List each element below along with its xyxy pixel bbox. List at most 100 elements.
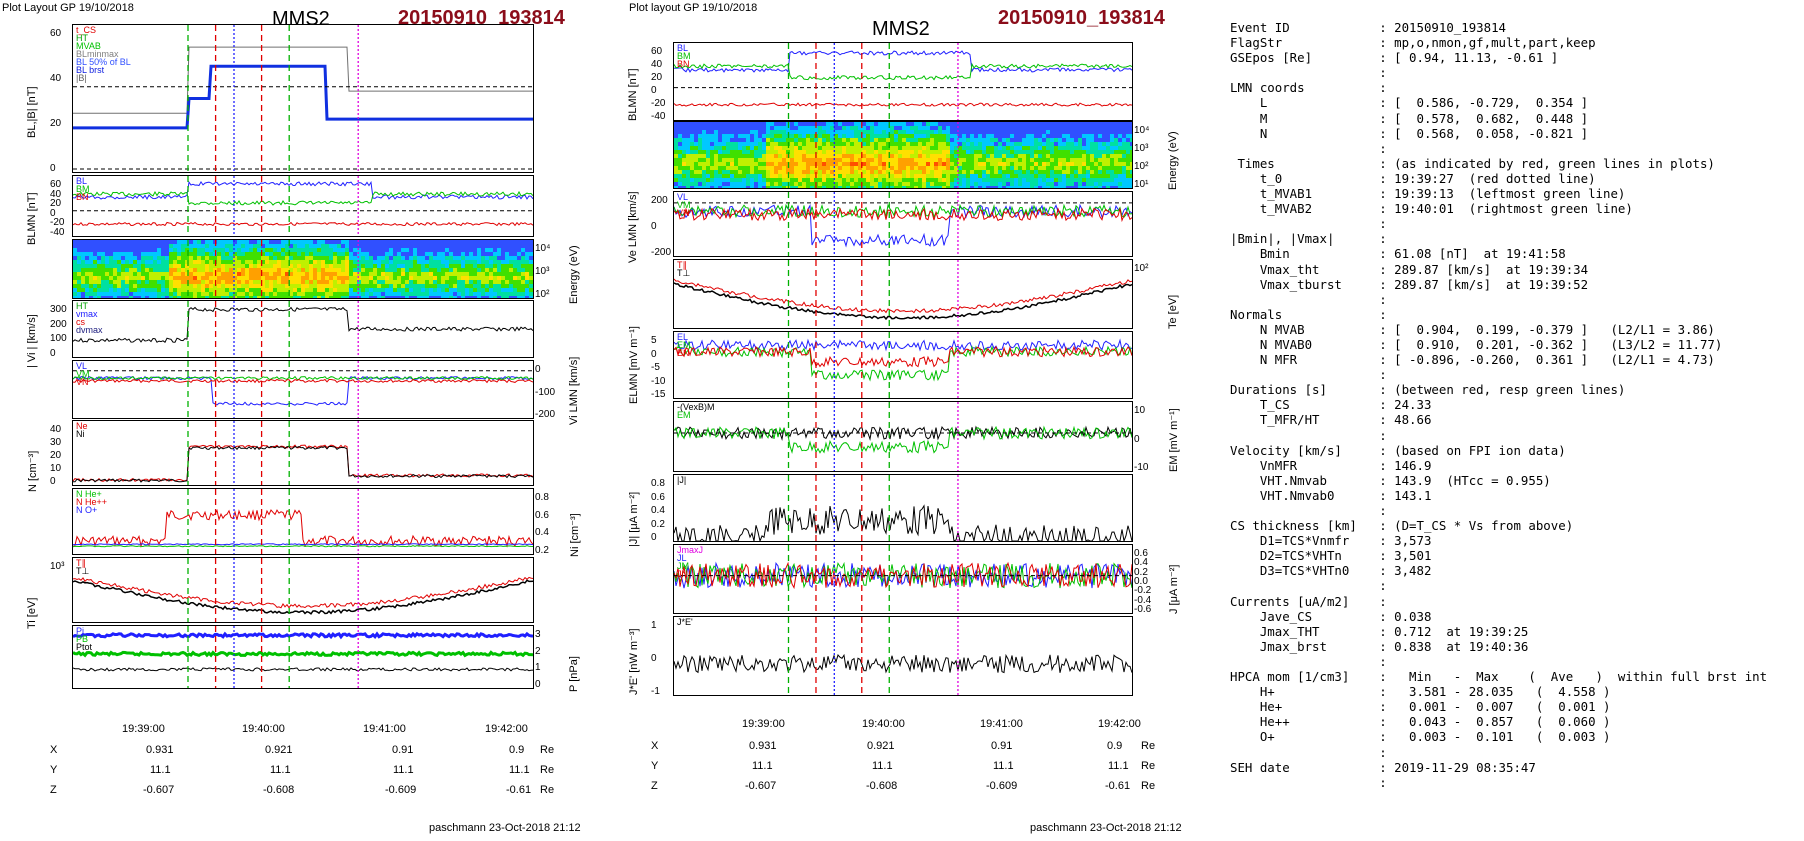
info-line: N MVAB : [ 0.904, 0.199, -0.379 ] (L2/L1…: [1230, 321, 1715, 337]
mid-title: MMS2: [872, 18, 930, 40]
mid-m6-ylabel-right: EM [mV m⁻¹]: [1168, 407, 1180, 472]
left-y-2: 11.1: [393, 764, 414, 776]
left-l2-ytick: -40: [50, 227, 65, 238]
info-line: Jave_CS : 0.038: [1230, 608, 1432, 624]
mid-x-3: 0.9: [1107, 740, 1123, 752]
info-line: t_0 : 19:39:27 (red dotted line): [1230, 170, 1596, 186]
mid-m8-legend-entry: JM: [677, 561, 689, 571]
mid-m6-legend-entry: EM: [677, 410, 691, 420]
left-y-label: Y: [50, 764, 58, 776]
info-line: T_CS : 24.33: [1230, 397, 1432, 413]
left-z-label: Z: [50, 784, 57, 796]
left-panel-l3: [72, 239, 534, 299]
info-line: :: [1230, 65, 1387, 81]
left-l9-legend-entry: Pi: [76, 626, 85, 636]
left-l1-ytick: 20: [50, 118, 62, 129]
mid-m2-ytick-right: 10¹: [1134, 179, 1149, 190]
mid-m8-legend-entry: JL: [677, 553, 687, 563]
mid-panel-m9: [673, 616, 1133, 696]
left-l7-ytick-right: 0.8: [535, 492, 549, 503]
mid-m8-ytick-right: 0.0: [1134, 576, 1148, 587]
info-line: LMN coords :: [1230, 80, 1387, 96]
mid-m8-ylabel-right: J [μA m⁻²]: [1168, 564, 1180, 614]
info-line: :: [1230, 744, 1387, 760]
mid-panel-m6: [673, 401, 1133, 472]
left-x-1: 0.921: [265, 744, 293, 756]
left-y-0: 11.1: [150, 764, 171, 776]
left-l4-ytick: 100: [50, 333, 67, 345]
mid-m9-ytick: 0: [651, 653, 657, 664]
mid-panel-svg-m9: [674, 617, 1132, 695]
left-l6-ytick: 40: [50, 424, 62, 435]
mid-panel-svg-m5: [674, 332, 1132, 398]
left-l6-ylabel: N [cm⁻³]: [27, 450, 39, 492]
left-panel-svg-l9: [73, 626, 533, 688]
mid-m7-ytick: 0.2: [651, 518, 665, 530]
info-line: HPCA mom [1/cm3] : Min - Max ( Ave ) wit…: [1230, 669, 1768, 685]
left-l6-legend-entry: Ni: [76, 429, 85, 439]
mid-xtick-2: 19:41:00: [980, 718, 1023, 730]
mid-m8-ytick-right: -0.4: [1134, 594, 1152, 606]
left-l3-ytick-right: 10⁴: [535, 243, 551, 254]
mid-m6-legend-entry: -(VexB)M: [677, 402, 715, 412]
left-x-3: 0.9: [509, 744, 525, 756]
info-line: D2=TCS*VHTn : 3,501: [1230, 548, 1432, 564]
info-line: Event ID : 20150910_193814: [1230, 20, 1507, 35]
mid-x-0: 0.931: [749, 740, 777, 752]
mid-m7-legend-entry: |J|: [677, 475, 687, 485]
info-line: Times : (as indicated by red, green line…: [1230, 155, 1715, 171]
left-l2-ytick: -20: [50, 217, 65, 229]
mid-z-2: -0.609: [986, 780, 1018, 792]
mid-panel-svg-m4: [674, 260, 1132, 328]
left-z-1: -0.608: [263, 784, 295, 796]
info-line: :: [1230, 774, 1387, 790]
mid-z-label: Z: [651, 780, 658, 792]
left-re-y: Re: [540, 764, 555, 776]
mid-m1-ylabel: BLMN [nT]: [627, 67, 639, 121]
left-l2-ytick: 20: [50, 198, 62, 210]
mid-m2-ytick-right: 10²: [1134, 161, 1149, 172]
mid-m1-ytick: -20: [651, 98, 666, 109]
info-line: H+ : 3.581 - 28.035 ( 4.558 ): [1230, 684, 1611, 700]
left-l8-ytick: 10³: [50, 561, 65, 572]
left-l9-ylabel-right: P [nPa]: [568, 656, 580, 692]
left-panel-svg-l7: [73, 489, 533, 554]
mid-panel-svg-m3: [674, 192, 1132, 256]
left-l8-legend-entry: T∥: [76, 558, 86, 568]
info-line: D3=TCS*VHTn0 : 3,482: [1230, 563, 1432, 579]
info-line: Bmin : 61.08 [nT] at 19:41:58: [1230, 246, 1566, 262]
mid-m7-ylabel: |J| [μA m⁻²]: [628, 491, 640, 547]
mid-m7-ytick: 0.8: [651, 478, 665, 489]
mid-m3-legend-entry: VL: [677, 192, 689, 202]
left-l9-ytick-right: 2: [535, 645, 541, 657]
left-x-0: 0.931: [146, 744, 174, 756]
left-l9-ytick-right: 1: [535, 662, 541, 674]
left-l1-legend-entry: BL brst: [76, 65, 105, 75]
info-line: t_MVAB2 : 19:40:01 (rightmost green line…: [1230, 201, 1633, 217]
mid-panel-svg-m7: [674, 475, 1132, 541]
left-l5-ytick-right: 0: [535, 364, 541, 375]
left-l4-legend-entry: dvmax: [76, 325, 103, 335]
info-line: CS thickness [km] : (D=T_CS * Vs from ab…: [1230, 518, 1574, 534]
mid-m2-ytick-right: 10⁴: [1134, 125, 1150, 136]
info-line: VHT.Nmvab : 143.9 (HTcc = 0.955): [1230, 472, 1551, 488]
left-l7-ytick-right: 0.6: [535, 509, 549, 521]
info-line: :: [1230, 291, 1387, 307]
left-l2-legend-entry: BM: [76, 184, 90, 194]
mid-panel-m5: [673, 331, 1133, 399]
left-l6-legend-entry: Ne: [76, 421, 88, 431]
mid-panel-svg-m8: [674, 545, 1132, 613]
mid-m5-ytick: -10: [651, 375, 666, 387]
left-l2-ylabel: BLMN [nT]: [26, 192, 38, 245]
left-l4-legend-entry: vmax: [76, 309, 98, 319]
left-l6-ytick: 10: [50, 463, 62, 474]
mid-x-label: X: [651, 740, 659, 752]
left-y-3: 11.1: [509, 764, 530, 776]
left-l5-ytick-right: -100: [535, 386, 556, 398]
info-line: :: [1230, 427, 1387, 443]
mid-m4-ylabel-right: Te [eV]: [1167, 294, 1179, 329]
left-z-0: -0.607: [143, 784, 175, 796]
mid-panel-m3: [673, 191, 1133, 257]
event-info-text: Event ID : 20150910_193814 FlagStr : mp,o…: [1230, 20, 1767, 790]
left-l9-ytick-right: 0: [535, 679, 541, 690]
